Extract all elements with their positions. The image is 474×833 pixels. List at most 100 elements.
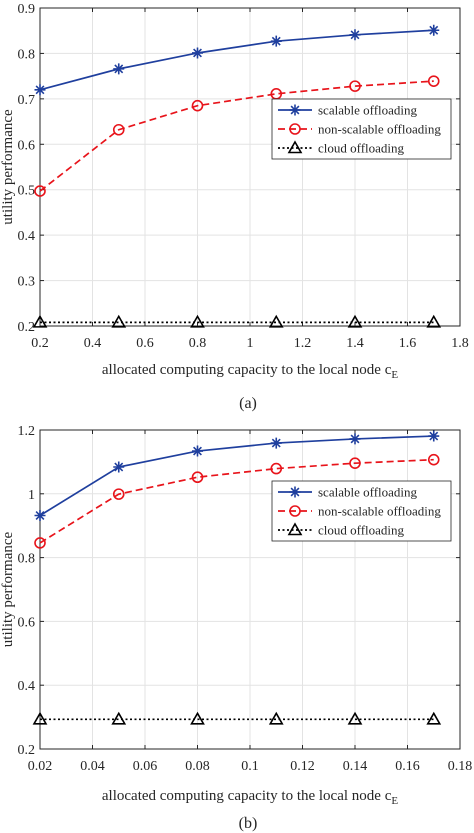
series-cloud-offloading: [32, 314, 442, 328]
data-point: [426, 314, 442, 328]
x-tick-label: 0.08: [185, 759, 210, 774]
legend-marker: [287, 522, 303, 536]
x-tick-label: 1.2: [294, 336, 312, 351]
x-axis-label: allocated computing capacity to the loca…: [102, 788, 398, 807]
legend-label: non-scalable offloading: [318, 504, 441, 519]
x-tick-label: 0.16: [395, 759, 420, 774]
legend-label: cloud offloading: [318, 141, 405, 156]
series-scalable-offloading: [34, 24, 440, 96]
y-tick-label: 1.2: [18, 424, 36, 439]
series-non-scalable-offloading: [34, 75, 440, 197]
data-point: [427, 75, 440, 87]
y-tick-label: 1: [28, 488, 35, 503]
data-point: [427, 453, 440, 466]
data-point: [349, 80, 361, 92]
x-axis-label-subscript: E: [391, 369, 398, 381]
legend-marker: [289, 486, 301, 498]
data-point: [192, 47, 203, 59]
data-point: [112, 123, 125, 136]
y-tick-label: 0.2: [18, 320, 36, 335]
data-point: [191, 99, 204, 112]
data-point: [32, 314, 48, 328]
x-axis-label: allocated computing capacity to the loca…: [102, 362, 398, 381]
legend: scalable offloading non-scalable offloadi…: [271, 480, 452, 542]
data-point: [113, 63, 125, 75]
x-tick-label: 0.8: [189, 336, 207, 351]
x-tick-label: 1.6: [399, 336, 417, 351]
y-axis-label: utility performance: [0, 531, 16, 647]
x-tick-label: 0.14: [343, 759, 368, 774]
data-point: [190, 314, 205, 328]
y-tick-label: 0.4: [18, 229, 36, 244]
data-point: [34, 509, 46, 521]
x-tick-label: 1.4: [346, 336, 364, 351]
legend-label: cloud offloading: [318, 523, 405, 538]
x-tick-label: 0.4: [84, 336, 102, 351]
legend-label: scalable offloading: [318, 103, 418, 118]
y-tick-label: 0.5: [18, 184, 36, 199]
data-point: [428, 430, 440, 442]
data-point: [190, 711, 205, 725]
x-axis-label-subscript: E: [391, 795, 398, 807]
series-non-scalable-offloading: [34, 453, 440, 549]
x-tick-label: 0.6: [136, 336, 154, 351]
y-tick-label: 0.2: [18, 743, 36, 758]
chart-a: 0.2 0.4 0.6 0.8 1 1.2 1.4 1.6 1.8 0.2 0.3 0.4 0.5 0.6…: [0, 2, 469, 412]
data-point: [111, 711, 127, 725]
x-tick-label: 0.2: [31, 336, 49, 351]
data-point: [34, 537, 46, 549]
data-point: [113, 461, 125, 473]
data-point: [349, 433, 361, 445]
series-line: [39, 80, 434, 192]
legend-marker: [289, 104, 301, 116]
data-point: [268, 314, 284, 328]
chart-b: 0.02 0.04 0.06 0.08 0.1 0.12 0.14 0.16 0.18 0.2 0.…: [0, 424, 472, 832]
y-tick-label: 0.3: [18, 275, 36, 290]
figure-caption: (a): [239, 395, 257, 412]
x-tick-label: 0.1: [241, 759, 259, 774]
legend-label: scalable offloading: [318, 485, 418, 500]
x-tick-label: 0.18: [448, 759, 473, 774]
y-tick-label: 0.4: [18, 679, 36, 694]
y-axis-label: utility performance: [0, 109, 16, 225]
y-tick-label: 0.9: [18, 2, 36, 17]
data-point: [34, 84, 46, 96]
legend-marker: [289, 505, 301, 517]
x-tick-label: 0.04: [80, 759, 105, 774]
data-point: [191, 471, 204, 484]
x-tick-label: 0.12: [290, 759, 315, 774]
data-point: [347, 314, 363, 328]
x-tick-label: 1.8: [451, 336, 469, 351]
legend-marker: [287, 140, 303, 154]
legend-marker: [289, 123, 301, 135]
data-point: [347, 711, 363, 725]
data-point: [349, 29, 361, 41]
series-scalable-offloading: [34, 430, 440, 521]
x-tick-label: 0.02: [28, 759, 53, 774]
data-point: [428, 24, 440, 36]
data-point: [270, 437, 282, 449]
series-line: [39, 458, 434, 544]
data-point: [270, 462, 283, 475]
series-line: [39, 29, 434, 91]
y-tick-label: 0.6: [18, 138, 36, 153]
y-tick-label: 0.7: [18, 93, 36, 108]
series-line: [39, 435, 434, 517]
data-point: [349, 457, 361, 469]
figure-caption: (b): [239, 815, 258, 832]
series-cloud-offloading: [32, 711, 442, 725]
legend: scalable offloading non-scalable offloadi…: [271, 98, 452, 160]
data-point: [111, 314, 127, 328]
data-point: [270, 35, 282, 47]
y-tick-label: 0.8: [18, 47, 36, 62]
data-point: [426, 711, 442, 725]
y-tick-label: 0.6: [18, 615, 36, 630]
data-point: [34, 185, 46, 197]
data-point: [268, 711, 284, 725]
data-point: [192, 445, 203, 457]
legend-label: non-scalable offloading: [318, 122, 441, 137]
y-tick-label: 0.8: [18, 552, 36, 567]
data-point: [112, 488, 125, 500]
data-point: [32, 711, 48, 725]
